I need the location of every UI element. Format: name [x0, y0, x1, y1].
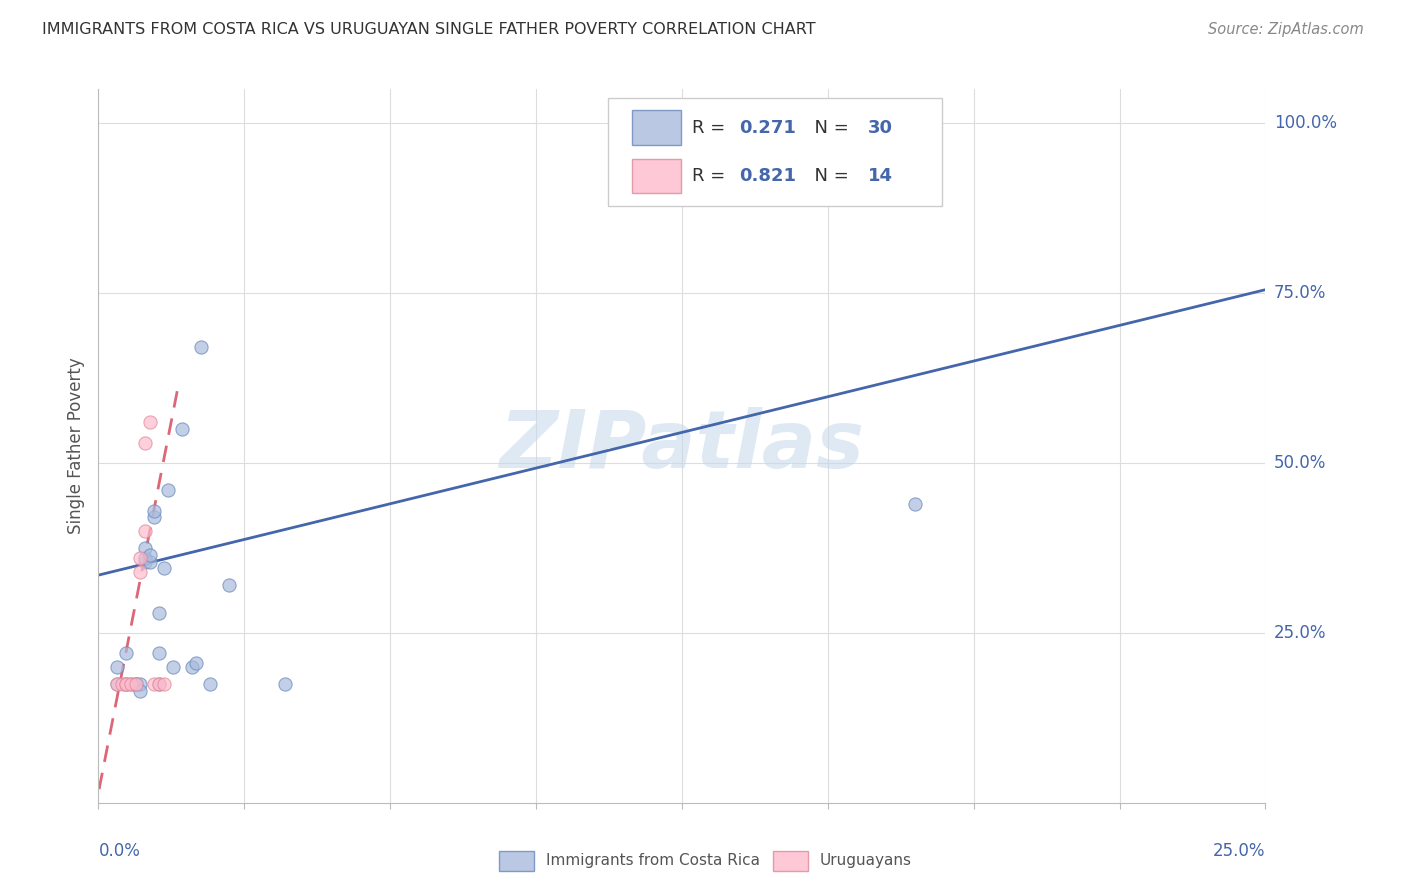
Point: [162, 660, 184, 674]
Text: 25.0%: 25.0%: [1213, 842, 1265, 860]
Point: [134, 435, 156, 450]
Point: [186, 657, 208, 671]
Point: [125, 677, 148, 691]
Point: [200, 677, 222, 691]
Point: [105, 660, 128, 674]
Point: [134, 541, 156, 555]
Text: Uruguayans: Uruguayans: [820, 854, 911, 868]
Point: [148, 606, 170, 620]
Text: 75.0%: 75.0%: [1274, 284, 1326, 302]
Point: [152, 561, 174, 575]
Point: [134, 524, 156, 538]
Text: N =: N =: [803, 167, 855, 185]
Point: [115, 677, 138, 691]
Text: 25.0%: 25.0%: [1274, 624, 1326, 642]
Text: R =: R =: [692, 167, 731, 185]
Text: Immigrants from Costa Rica: Immigrants from Costa Rica: [546, 854, 759, 868]
Point: [143, 503, 166, 517]
Point: [115, 646, 138, 660]
FancyBboxPatch shape: [631, 159, 681, 193]
Point: [904, 497, 927, 511]
FancyBboxPatch shape: [631, 111, 681, 145]
Point: [105, 677, 128, 691]
Point: [129, 677, 152, 691]
Point: [129, 683, 152, 698]
Point: [172, 422, 194, 436]
Point: [139, 415, 162, 429]
Text: 50.0%: 50.0%: [1274, 454, 1326, 472]
Text: Source: ZipAtlas.com: Source: ZipAtlas.com: [1208, 22, 1364, 37]
Point: [139, 548, 162, 562]
Point: [129, 551, 152, 566]
FancyBboxPatch shape: [609, 98, 942, 205]
Text: N =: N =: [803, 119, 855, 136]
Text: 0.271: 0.271: [740, 119, 796, 136]
Point: [111, 677, 134, 691]
Text: 0.821: 0.821: [740, 167, 796, 185]
Text: 100.0%: 100.0%: [1274, 114, 1337, 132]
Point: [148, 677, 170, 691]
Point: [120, 677, 142, 691]
Point: [274, 677, 297, 691]
Point: [115, 677, 138, 691]
Point: [115, 677, 138, 691]
Point: [148, 677, 170, 691]
Point: [180, 660, 202, 674]
Text: 14: 14: [868, 167, 893, 185]
Point: [152, 677, 174, 691]
Point: [143, 677, 166, 691]
Text: ZIPatlas: ZIPatlas: [499, 407, 865, 485]
Point: [134, 555, 156, 569]
Point: [157, 483, 180, 498]
Y-axis label: Single Father Poverty: Single Father Poverty: [67, 358, 86, 534]
Point: [120, 677, 142, 691]
Text: R =: R =: [692, 119, 731, 136]
Text: 30: 30: [868, 119, 893, 136]
Text: IMMIGRANTS FROM COSTA RICA VS URUGUAYAN SINGLE FATHER POVERTY CORRELATION CHART: IMMIGRANTS FROM COSTA RICA VS URUGUAYAN …: [42, 22, 815, 37]
Point: [190, 341, 212, 355]
Point: [105, 677, 128, 691]
Text: 0.0%: 0.0%: [98, 842, 141, 860]
Point: [129, 565, 152, 579]
Point: [134, 551, 156, 566]
Point: [125, 677, 148, 691]
Point: [139, 555, 162, 569]
Point: [148, 646, 170, 660]
Point: [143, 510, 166, 524]
Point: [218, 578, 240, 592]
Point: [125, 677, 148, 691]
